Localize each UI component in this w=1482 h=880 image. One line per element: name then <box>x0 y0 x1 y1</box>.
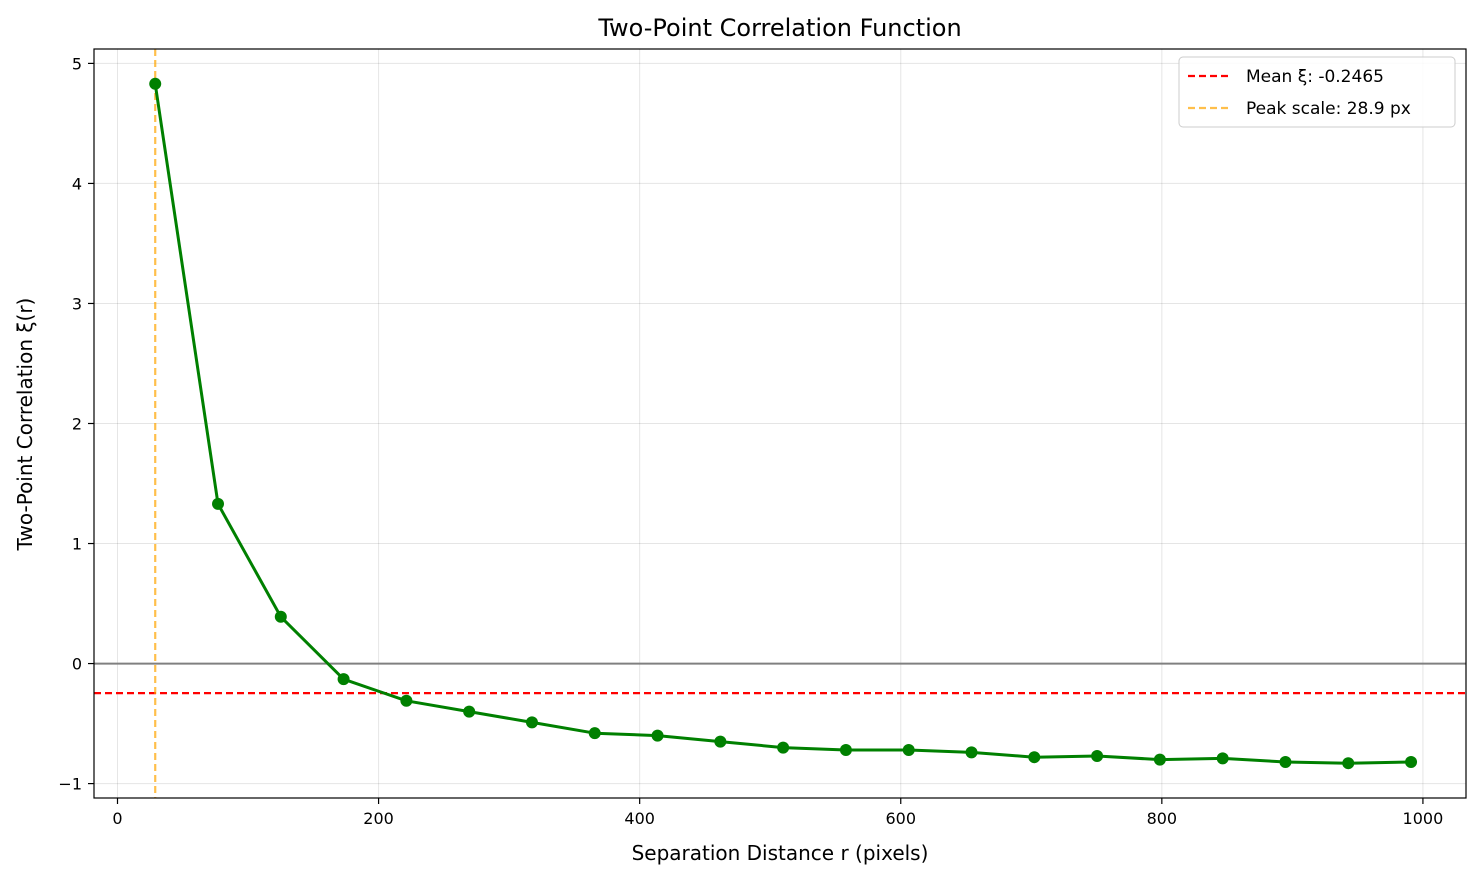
data-point <box>1342 757 1355 770</box>
data-point <box>651 729 664 742</box>
data-point <box>1405 755 1418 768</box>
data-point <box>902 743 915 756</box>
data-point <box>1279 755 1292 768</box>
y-tick-label: 5 <box>72 54 82 73</box>
chart-title: Two-Point Correlation Function <box>597 14 961 42</box>
data-point <box>274 610 287 623</box>
y-axis-label: Two-Point Correlation ξ(r) <box>13 298 37 552</box>
data-point <box>400 694 413 707</box>
x-tick-label: 400 <box>624 809 655 828</box>
series <box>149 77 1418 770</box>
legend-box <box>1178 56 1456 128</box>
legend: Mean ξ: -0.2465 Peak scale: 28.9 px <box>1178 56 1456 128</box>
data-point <box>337 673 350 686</box>
data-point <box>714 735 727 748</box>
data-point <box>1216 752 1229 765</box>
reference-lines <box>94 49 1466 798</box>
axis-ticks: 0 200 400 600 800 1000 −1 0 1 2 3 4 5 <box>58 54 1443 828</box>
y-tick-label: −1 <box>58 775 82 794</box>
legend-label-peak: Peak scale: 28.9 px <box>1246 99 1411 119</box>
data-point <box>777 741 790 754</box>
x-tick-label: 800 <box>1147 809 1178 828</box>
x-tick-label: 600 <box>885 809 916 828</box>
y-tick-label: 3 <box>72 294 82 313</box>
x-tick-label: 200 <box>363 809 394 828</box>
x-tick-label: 1000 <box>1403 809 1444 828</box>
data-point <box>839 743 852 756</box>
data-point <box>588 727 601 740</box>
data-point <box>212 497 225 510</box>
y-tick-label: 0 <box>72 655 82 674</box>
data-point <box>1091 749 1104 762</box>
data-point <box>149 77 162 90</box>
x-axis-label: Separation Distance r (pixels) <box>632 841 929 865</box>
data-point <box>463 705 476 718</box>
data-point <box>1028 751 1041 764</box>
y-tick-label: 2 <box>72 415 82 434</box>
data-point <box>1153 753 1166 766</box>
legend-label-mean: Mean ξ: -0.2465 <box>1246 67 1384 87</box>
y-tick-label: 1 <box>72 535 82 554</box>
data-point <box>965 746 978 759</box>
data-point <box>525 716 538 729</box>
y-tick-label: 4 <box>72 174 82 193</box>
x-tick-label: 0 <box>112 809 122 828</box>
